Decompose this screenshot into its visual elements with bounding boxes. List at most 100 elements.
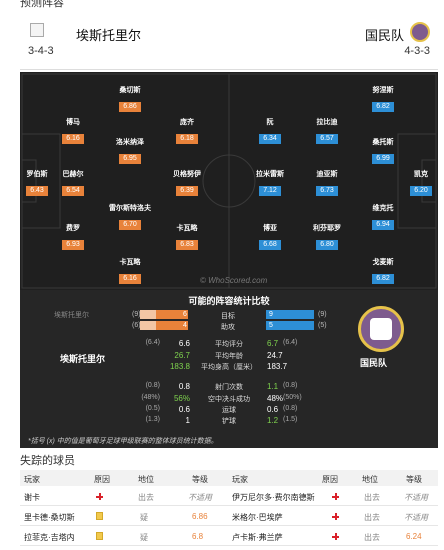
pitch-player[interactable]: 拉比迪 6.57: [297, 118, 357, 145]
player-name: 费罗: [66, 225, 80, 232]
pitch-player[interactable]: 卡瓦略 6.16: [100, 258, 160, 285]
pitch-player[interactable]: 贝格努伊 6.39: [157, 170, 217, 197]
pitch-player[interactable]: 维克托 6.94: [353, 204, 413, 231]
stat-label: 空中决斗成功: [208, 396, 250, 403]
pitch-player[interactable]: 阮 6.34: [240, 118, 300, 145]
pitch-player[interactable]: 戈麦斯 6.82: [353, 258, 413, 285]
home-missing-rating: 6.86: [192, 512, 208, 521]
away-missing-rating: 不适用: [404, 493, 428, 502]
stat-home-value: 0.8: [178, 382, 190, 391]
stat-label: 助攻: [221, 324, 235, 331]
player-name: 桑托斯: [372, 139, 394, 146]
stat-label: 平均评分: [215, 341, 243, 348]
player-rating: 6.18: [176, 134, 198, 144]
pitch-player[interactable]: 利芬耶罗 6.80: [297, 224, 357, 251]
player-rating: 6.80: [316, 240, 338, 250]
pitch-player[interactable]: 罗伯斯 6.43: [20, 170, 67, 197]
stat-away-value: 5: [269, 322, 273, 329]
table-row: 谢卡 出去 不适用 伊万尼尔多·费尔南德斯 出去 不适用: [20, 486, 438, 506]
pitch-player[interactable]: 桑切斯 6.86: [100, 86, 160, 113]
away-missing-player[interactable]: 卢卡斯·弗兰萨: [232, 533, 283, 542]
player-name: 凯克: [414, 171, 428, 178]
header-rating: 等级: [406, 475, 422, 484]
player-name: 阮: [266, 119, 274, 126]
player-rating: 6.82: [372, 102, 394, 112]
stats-away-name: 国民队: [360, 358, 388, 368]
home-missing-player[interactable]: 谢卡: [24, 493, 40, 502]
player-name: 博马: [66, 119, 80, 126]
pitch-player[interactable]: 巴赫尔 6.54: [43, 170, 103, 197]
stat-away-paren: (0.8): [283, 382, 298, 389]
stat-home-paren: (0.5): [145, 405, 160, 412]
player-rating: 6.82: [372, 274, 394, 284]
away-missing-status: 出去: [364, 493, 380, 502]
stats-footnote: *括号 (x) 中的值是葡萄牙足球甲级联赛的整体球员统计数据。: [28, 438, 218, 445]
stat-away-paren: (50%): [283, 394, 302, 401]
yellow-card-icon: [96, 512, 103, 520]
pitch-player[interactable]: 迪亚斯 6.73: [297, 170, 357, 197]
player-name: 雷尔斯特洛夫: [109, 205, 151, 212]
pitch-player[interactable]: 努涅斯 6.82: [353, 86, 413, 113]
pitch-player[interactable]: 洛米纳泽 6.95: [100, 138, 160, 165]
stat-label: 平均年龄: [215, 353, 243, 360]
injury-icon: [332, 493, 339, 500]
player-rating: 7.12: [259, 186, 281, 196]
player-name: 博亚: [263, 225, 277, 232]
header-rating: 等级: [192, 475, 208, 484]
home-team-name[interactable]: 埃斯托里尔: [76, 28, 142, 43]
home-formation: 3-4-3: [28, 45, 54, 57]
home-missing-status: 疑: [140, 533, 148, 542]
player-rating: 6.57: [316, 134, 338, 144]
pitch-player[interactable]: 桑托斯 6.99: [353, 138, 413, 165]
missing-title: 失踪的球员: [20, 455, 75, 467]
player-rating: 6.73: [316, 186, 338, 196]
header-reason: 原因: [94, 475, 110, 484]
stat-home-paren: (9): [132, 311, 141, 318]
home-missing-player[interactable]: 拉菲克·吉塔内: [24, 533, 75, 542]
pitch-player[interactable]: 拉米雷斯 7.12: [240, 170, 300, 197]
away-team-name[interactable]: 国民队: [364, 28, 404, 43]
stat-away-value: 48%: [267, 394, 284, 403]
stat-home-paren: (1.3): [145, 416, 160, 423]
missing-table-header: 玩家 原因 地位 等级 玩家 原因 地位 等级: [20, 470, 438, 486]
injury-icon: [332, 513, 339, 520]
home-missing-player[interactable]: 里卡德·桑切斯: [24, 513, 75, 522]
stat-home-value: 6.6: [178, 339, 190, 348]
stat-home-value: 1: [185, 416, 190, 425]
pitch-player[interactable]: 博马 6.16: [43, 118, 103, 145]
pitch-player[interactable]: 雷尔斯特洛夫 6.70: [100, 204, 160, 231]
player-rating: 6.94: [372, 220, 394, 230]
player-name: 贝格努伊: [173, 171, 201, 178]
header-status: 地位: [138, 475, 154, 484]
pitch-player[interactable]: 费罗 6.93: [43, 224, 103, 251]
pitch-player[interactable]: 博亚 6.68: [240, 224, 300, 251]
stats-home-name: 埃斯托里尔: [60, 354, 106, 364]
away-missing-rating: 不适用: [404, 513, 428, 522]
injury-icon: [96, 493, 103, 500]
stat-away-value: 1.2: [267, 416, 279, 425]
pitch-player[interactable]: 庞齐 6.18: [157, 118, 217, 145]
player-name: 拉比迪: [316, 119, 338, 126]
stat-away-value: 183.7: [267, 362, 288, 371]
stat-home-paren: (0.8): [145, 382, 160, 389]
away-team-logo: [410, 22, 430, 42]
stat-away-value: 0.6: [267, 405, 279, 414]
stat-label: 平均身高（厘米）: [201, 364, 257, 371]
stat-home-value: 183.8: [169, 362, 190, 371]
header-status: 地位: [362, 475, 378, 484]
pitch-player[interactable]: 凯克 6.20: [391, 170, 438, 197]
header-player: 玩家: [232, 475, 248, 484]
stats-comparison: 可能的阵容统计比较 埃斯托里尔 埃斯托里尔 国民队 (9) 6 目标 9 (9)…: [20, 290, 438, 448]
home-missing-rating: 6.8: [192, 532, 204, 541]
pitch-player[interactable]: 卡瓦略 6.83: [157, 224, 217, 251]
section-title: 预测阵容: [20, 0, 64, 9]
stat-label: 铲球: [222, 418, 236, 425]
yellow-card-icon: [96, 532, 103, 540]
away-missing-player[interactable]: 伊万尼尔多·费尔南德斯: [232, 493, 315, 502]
stat-away-bar: [266, 310, 314, 319]
player-rating: 6.20: [410, 186, 432, 196]
player-name: 桑切斯: [119, 87, 141, 94]
stat-home-bar: [156, 310, 188, 319]
away-missing-player[interactable]: 米格尔·巴埃萨: [232, 513, 283, 522]
stat-away-bar: [266, 321, 314, 330]
